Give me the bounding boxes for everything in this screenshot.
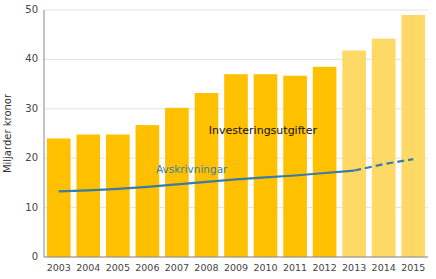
y-tick-label: 20 [25,152,38,163]
x-tick-label: 2015 [401,262,425,273]
annotation: Investeringsutgifter [209,124,318,137]
y-axis-label: Miljarder kronor [2,93,13,173]
bar [342,51,366,257]
bar [106,134,130,257]
x-tick-label: 2012 [313,262,337,273]
bar [76,134,100,257]
grid-line [44,59,428,60]
bar [401,15,425,257]
y-tick-label: 50 [25,4,38,15]
grid-line [44,10,428,11]
x-tick-label: 2013 [342,262,366,273]
plot-marks [47,15,425,257]
y-tick-label: 30 [25,103,38,114]
x-tick-label: 2014 [372,262,396,273]
grid [44,10,428,257]
y-axis-line [44,10,45,257]
x-tick-label: 2010 [253,262,277,273]
bar [372,39,396,257]
grid-line [44,257,428,258]
bar [313,67,337,257]
x-tick-label: 2005 [106,262,130,273]
x-tick-label: 2008 [194,262,218,273]
x-tick-label: 2003 [47,262,71,273]
bar [224,74,248,257]
x-tick-label: 2011 [283,262,307,273]
bar [195,93,219,257]
bar [254,74,278,257]
y-tick-label: 40 [25,53,38,64]
x-axis-line [44,257,428,258]
chart-container: 0 10 20 30 40 50 Miljarder kronor 2003 2004 2005 2… [0,0,436,279]
x-tick-label: 2004 [76,262,100,273]
chart: 0 10 20 30 40 50 Miljarder kronor 2003 2004 2005 2… [0,0,436,279]
bar [165,108,189,257]
bar [47,138,71,257]
line [354,159,413,170]
x-tick-label: 2009 [224,262,248,273]
annotation: Avskrivningar [156,163,228,175]
bar [136,125,160,257]
x-tick-label: 2006 [135,262,159,273]
y-tick-label: 10 [25,202,38,213]
bar [283,76,307,257]
x-tick-label: 2007 [165,262,189,273]
y-tick-label: 0 [32,251,38,262]
